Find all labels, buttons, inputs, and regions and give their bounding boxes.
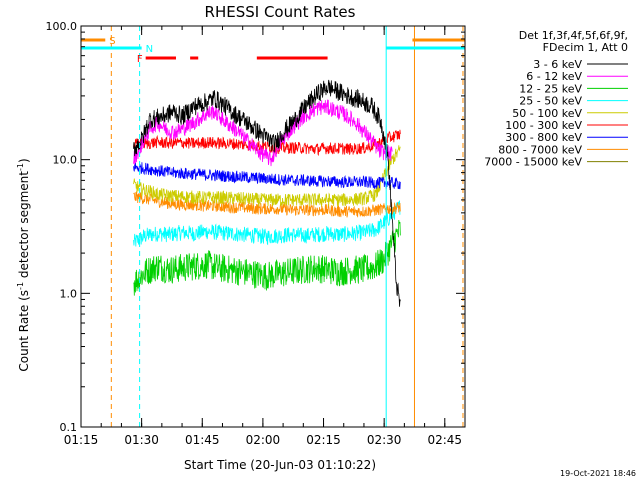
legend-label-1: 6 - 12 keV bbox=[526, 70, 582, 83]
y-axis-label: Count Rate (s-1 detector segment-1) bbox=[16, 158, 31, 371]
series-line-3 bbox=[133, 200, 401, 247]
x-tick-label-2: 01:45 bbox=[185, 433, 220, 447]
legend-label-4: 50 - 100 keV bbox=[512, 107, 582, 120]
flag-label-F: F bbox=[137, 54, 143, 65]
legend-label-5: 100 - 300 keV bbox=[505, 119, 582, 132]
y-tick-label-1: 1.0 bbox=[60, 287, 78, 300]
chart-title: RHESSI Count Rates bbox=[205, 3, 356, 21]
y-label-sup-1: -1 bbox=[16, 282, 25, 290]
series-line-6 bbox=[133, 162, 401, 190]
legend-header-line-2: FDecim 1, Att 0 bbox=[543, 41, 628, 54]
legend-label-6: 300 - 800 keV bbox=[505, 131, 582, 144]
x-tick-label-4: 02:15 bbox=[306, 433, 341, 447]
y-tick-label-0: 0.1 bbox=[60, 421, 78, 434]
y-tick-label-2: 10.0 bbox=[53, 154, 78, 167]
legend-label-8: 7000 - 15000 keV bbox=[484, 156, 582, 169]
y-tick-label-3: 100.0 bbox=[46, 20, 78, 33]
flag-label-N: N bbox=[146, 44, 153, 55]
x-tick-label-1: 01:30 bbox=[124, 433, 159, 447]
x-axis-label: Start Time (20-Jun-03 01:10:22) bbox=[184, 458, 376, 472]
y-label-part-2: detector segment bbox=[17, 171, 31, 282]
plot-frame bbox=[80, 25, 466, 428]
series-line-2 bbox=[133, 219, 401, 296]
legend-label-0: 3 - 6 keV bbox=[533, 58, 582, 71]
legend-label-3: 25 - 50 keV bbox=[519, 95, 582, 108]
series-line-5 bbox=[133, 129, 401, 157]
series-line-4 bbox=[133, 145, 401, 208]
series-line-1 bbox=[133, 99, 393, 167]
y-label-part-1: Count Rate (s bbox=[17, 290, 31, 372]
legend-header-line-1: Det 1f,3f,4f,5f,6f,9f, bbox=[519, 29, 628, 42]
legend-label-2: 12 - 25 keV bbox=[519, 82, 582, 95]
series-line-0 bbox=[133, 79, 401, 307]
x-tick-label-6: 02:45 bbox=[427, 433, 462, 447]
flag-label-S: S bbox=[109, 36, 115, 47]
plot-area bbox=[133, 79, 401, 307]
footer-timestamp: 19-Oct-2021 18:46 bbox=[560, 469, 636, 478]
legend-label-7: 800 - 7000 keV bbox=[498, 143, 582, 156]
y-label-part-3: ) bbox=[17, 158, 31, 163]
y-label-sup-2: -1 bbox=[16, 163, 25, 171]
axes: 0.1 1.0 10.0 100.0 01:15 01:30 01:45 02:00 02:15… bbox=[46, 20, 466, 447]
x-tick-label-5: 02:30 bbox=[367, 433, 402, 447]
x-tick-label-3: 02:00 bbox=[246, 433, 281, 447]
x-tick-label-0: 01:15 bbox=[64, 433, 99, 447]
flag-bars: S NF bbox=[81, 36, 465, 65]
series-line-7 bbox=[133, 191, 401, 218]
marker-lines bbox=[110, 26, 466, 427]
